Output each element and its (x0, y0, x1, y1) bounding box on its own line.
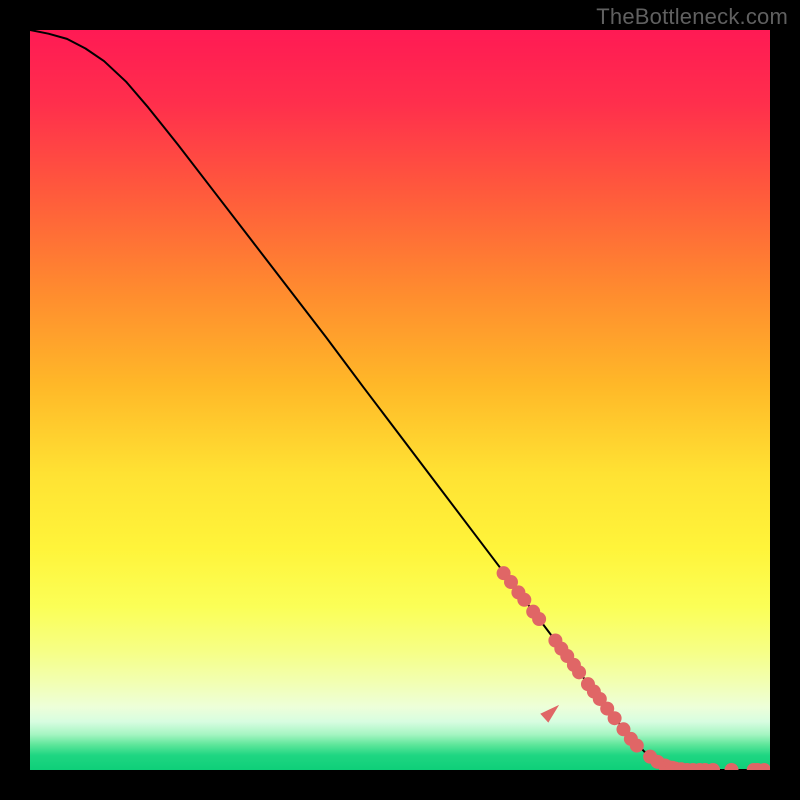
plot-area (30, 30, 770, 770)
data-marker (532, 612, 546, 626)
data-marker (572, 665, 586, 679)
data-marker (608, 711, 622, 725)
gradient-background (30, 30, 770, 770)
plot-svg (30, 30, 770, 770)
chart-stage: TheBottleneck.com (0, 0, 800, 800)
data-marker (517, 593, 531, 607)
data-marker (630, 739, 644, 753)
watermark-text: TheBottleneck.com (596, 4, 788, 30)
